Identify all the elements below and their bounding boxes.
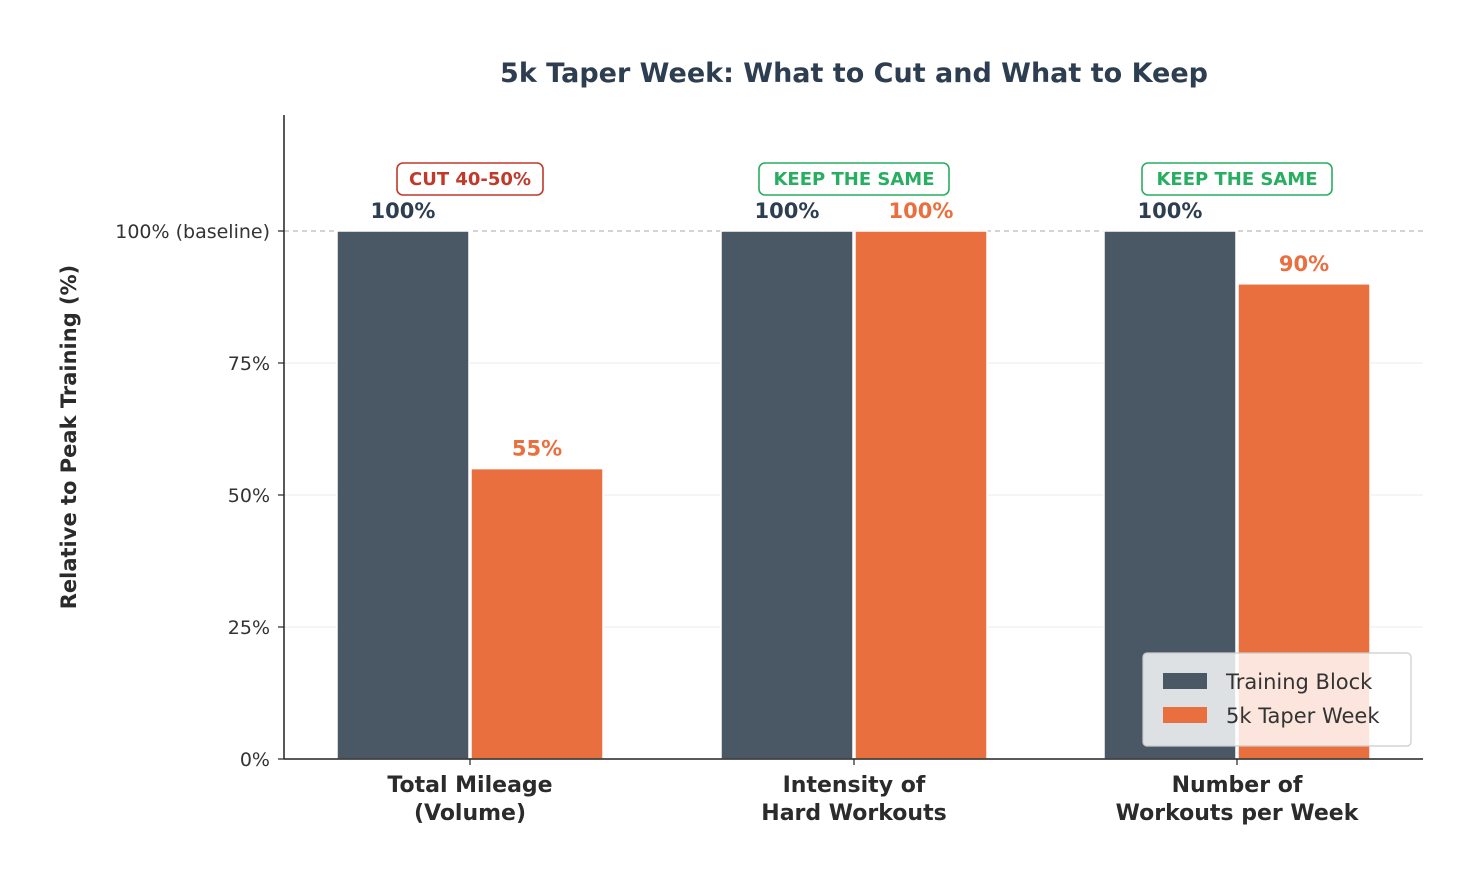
value-labels: 100% 100% 100% 55% 100% 90% bbox=[371, 199, 1330, 461]
category-label-line: (Volume) bbox=[414, 801, 526, 826]
legend: Training Block 5k Taper Week bbox=[1142, 652, 1412, 747]
category-label-line: Intensity of bbox=[783, 773, 926, 798]
category-label-line: Workouts per Week bbox=[1116, 801, 1360, 826]
y-tick-label: 75% bbox=[228, 353, 270, 375]
value-label: 100% bbox=[1138, 199, 1203, 223]
bar-taper-week bbox=[470, 467, 604, 760]
value-label: 90% bbox=[1279, 252, 1329, 276]
bar-taper-week bbox=[854, 230, 988, 760]
bars bbox=[336, 230, 1371, 760]
value-label: 100% bbox=[755, 199, 820, 223]
legend-label: 5k Taper Week bbox=[1226, 704, 1380, 728]
y-tick-label: 50% bbox=[228, 485, 270, 507]
chart-title: 5k Taper Week: What to Cut and What to K… bbox=[500, 58, 1208, 89]
category-label-line: Total Mileage bbox=[387, 773, 552, 798]
category-label: Number of Workouts per Week bbox=[1116, 773, 1360, 826]
category-label-line: Number of bbox=[1172, 773, 1303, 798]
annotation-box bbox=[396, 162, 544, 196]
annotation-label: KEEP THE SAME bbox=[773, 169, 934, 190]
category-label: Total Mileage (Volume) bbox=[387, 773, 552, 826]
y-tick-label: 100% (baseline) bbox=[115, 221, 270, 243]
legend-label: Training Block bbox=[1225, 670, 1373, 694]
value-label: 100% bbox=[371, 199, 436, 223]
category-label: Intensity of Hard Workouts bbox=[761, 773, 946, 826]
annotation-label: KEEP THE SAME bbox=[1156, 169, 1317, 190]
legend-box bbox=[1142, 652, 1412, 747]
y-tick-label: 0% bbox=[240, 749, 270, 771]
value-label: 100% bbox=[889, 199, 954, 223]
value-label: 55% bbox=[512, 437, 562, 461]
category-label-line: Hard Workouts bbox=[761, 801, 946, 826]
bar-training-block bbox=[336, 230, 470, 760]
annotation-box bbox=[758, 162, 950, 196]
annotation-label: CUT 40-50% bbox=[409, 169, 531, 190]
legend-swatch bbox=[1163, 707, 1207, 723]
bar-training-block bbox=[720, 230, 854, 760]
annotations: CUT 40-50% KEEP THE SAME KEEP THE SAME bbox=[396, 162, 1333, 196]
legend-swatch bbox=[1163, 673, 1207, 689]
axes: 0% 25% 50% 75% 100% (baseline) Total Mileage (… bbox=[115, 115, 1423, 826]
annotation-box bbox=[1141, 162, 1333, 196]
y-tick-label: 25% bbox=[228, 617, 270, 639]
y-axis-label: Relative to Peak Training (%) bbox=[57, 265, 81, 610]
